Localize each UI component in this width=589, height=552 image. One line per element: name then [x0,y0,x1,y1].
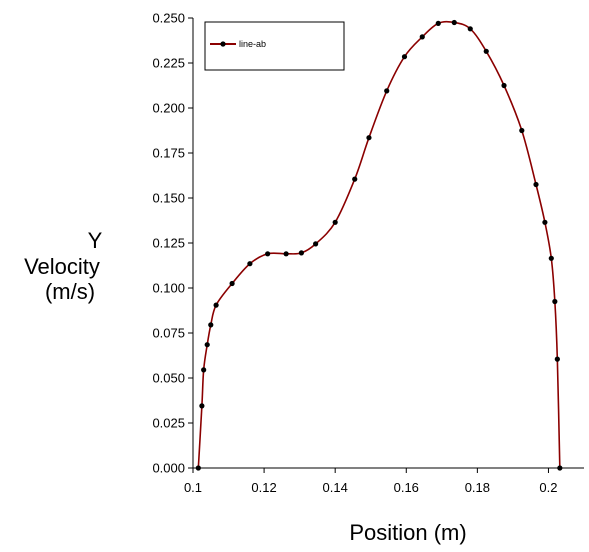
data-point [557,465,563,471]
y-axis-title-line-2: Velocity [24,254,100,279]
data-point [401,54,408,60]
data-point [501,82,507,89]
y-axis-ticks: 0.000 0.025 0.050 0.075 0.100 0.125 0.150 0.175… [152,11,193,476]
data-point [435,20,441,26]
x-tick-label: 0.16 [394,480,419,495]
data-point [519,127,525,134]
data-point [283,251,289,257]
data-point [265,251,271,257]
data-point [332,219,338,225]
data-point [313,241,319,247]
legend-series-label: line-ab [239,39,266,49]
data-point [542,219,548,225]
data-point [199,403,205,409]
data-point [195,465,201,471]
y-tick-label: 0.000 [152,461,185,476]
x-axis-ticks: 0.1 0.12 0.14 0.16 0.18 0.2 [184,468,557,495]
x-tick-label: 0.12 [251,480,276,495]
data-point [384,88,390,94]
data-point [552,298,558,305]
data-point [548,255,554,261]
data-point [467,26,473,32]
y-tick-label: 0.075 [152,326,185,341]
y-tick-label: 0.250 [152,11,185,26]
legend-series-marker [220,41,226,47]
data-point [229,280,235,287]
legend: line-ab [204,21,345,71]
y-tick-label: 0.175 [152,146,185,161]
x-tick-label: 0.2 [539,480,557,495]
x-tick-label: 0.18 [465,480,490,495]
data-point [419,34,425,40]
y-tick-label: 0.025 [152,416,185,431]
data-point [366,135,372,141]
y-tick-label: 0.050 [152,371,185,386]
y-tick-label: 0.100 [152,281,185,296]
x-tick-label: 0.1 [184,480,202,495]
legend-box [204,21,345,71]
y-tick-label: 0.150 [152,191,185,206]
y-axis-title: Y Velocity (m/s) [24,228,103,304]
y-axis-title-line-1: Y [88,228,103,253]
y-axis-title-line-3: (m/s) [45,279,95,304]
x-tick-label: 0.14 [323,480,348,495]
data-point [483,48,489,54]
data-point [208,322,214,328]
data-point [554,356,560,362]
y-tick-label: 0.200 [152,101,185,116]
data-point [247,261,253,267]
y-tick-label: 0.225 [152,56,185,71]
data-point [204,342,210,348]
data-point [451,19,457,26]
data-point [201,367,207,373]
x-axis-title: Position (m) [349,520,466,545]
data-point [352,176,358,182]
data-point [213,302,219,308]
series-line [197,20,561,469]
data-point [533,181,539,188]
data-point [298,250,305,256]
series-layer [195,19,563,471]
y-tick-label: 0.125 [152,236,185,251]
